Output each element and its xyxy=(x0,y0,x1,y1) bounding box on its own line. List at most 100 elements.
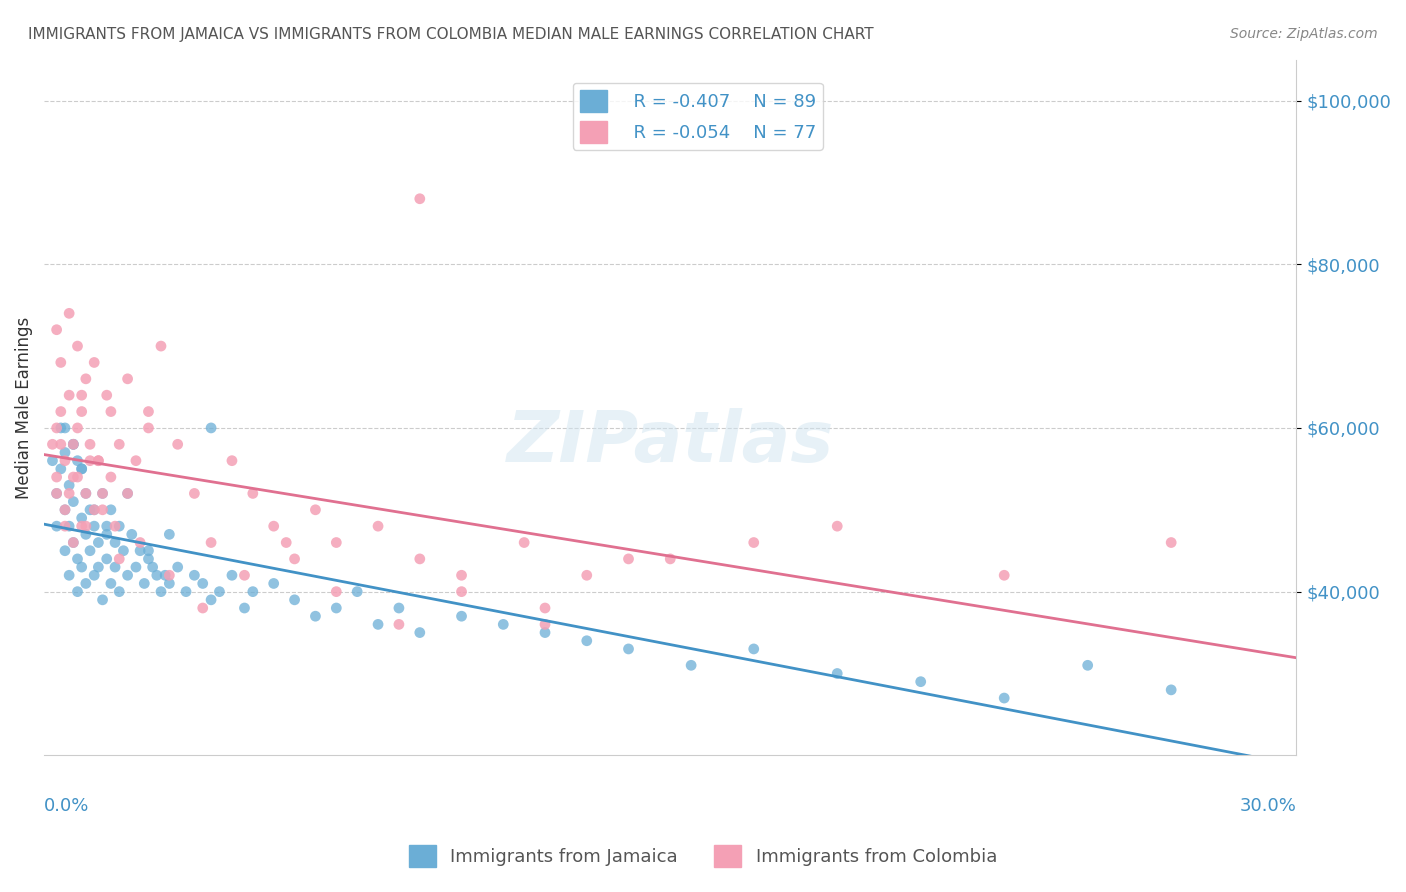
Point xyxy=(174,584,197,599)
Point xyxy=(681,658,703,673)
Point xyxy=(62,535,84,549)
Point xyxy=(104,519,127,533)
Point xyxy=(325,584,347,599)
Point xyxy=(53,453,76,467)
Point xyxy=(157,568,180,582)
Point xyxy=(53,503,76,517)
Point xyxy=(825,519,848,533)
Point xyxy=(96,519,118,533)
Point xyxy=(70,519,93,533)
Point xyxy=(575,568,598,582)
Point xyxy=(96,527,118,541)
Point xyxy=(49,437,72,451)
Point xyxy=(304,609,326,624)
Point xyxy=(129,535,152,549)
Point xyxy=(1160,535,1182,549)
Point xyxy=(53,519,76,533)
Point xyxy=(825,666,848,681)
Point xyxy=(121,527,143,541)
Point xyxy=(617,642,640,657)
Point xyxy=(91,486,114,500)
Point xyxy=(83,568,105,582)
Point xyxy=(659,552,682,566)
Point xyxy=(263,519,285,533)
Point xyxy=(304,503,326,517)
Point xyxy=(513,535,536,549)
Point xyxy=(58,388,80,402)
Text: 30.0%: 30.0% xyxy=(1240,797,1296,815)
Point xyxy=(62,494,84,508)
Point xyxy=(150,339,173,353)
Point xyxy=(96,388,118,402)
Point xyxy=(100,576,122,591)
Point xyxy=(276,535,298,549)
Point xyxy=(100,503,122,517)
Point xyxy=(108,584,131,599)
Point xyxy=(191,576,214,591)
Point xyxy=(1160,682,1182,697)
Point xyxy=(45,421,67,435)
Point xyxy=(70,511,93,525)
Point xyxy=(62,470,84,484)
Point xyxy=(450,584,472,599)
Point xyxy=(66,421,89,435)
Point xyxy=(409,192,432,206)
Point xyxy=(87,535,110,549)
Point xyxy=(104,560,127,574)
Point xyxy=(108,552,131,566)
Point xyxy=(221,568,243,582)
Point xyxy=(66,470,89,484)
Point xyxy=(75,576,97,591)
Point xyxy=(157,576,180,591)
Point xyxy=(75,519,97,533)
Point xyxy=(45,470,67,484)
Point xyxy=(62,437,84,451)
Point xyxy=(75,372,97,386)
Point xyxy=(83,519,105,533)
Point xyxy=(53,421,76,435)
Text: Source: ZipAtlas.com: Source: ZipAtlas.com xyxy=(1230,27,1378,41)
Point xyxy=(492,617,515,632)
Point xyxy=(534,625,557,640)
Point xyxy=(221,453,243,467)
Point xyxy=(45,486,67,500)
Y-axis label: Median Male Earnings: Median Male Earnings xyxy=(15,317,32,499)
Point xyxy=(284,592,307,607)
Point xyxy=(117,486,139,500)
Point xyxy=(87,453,110,467)
Point xyxy=(53,503,76,517)
Point xyxy=(83,355,105,369)
Point xyxy=(125,453,148,467)
Point xyxy=(79,453,101,467)
Point xyxy=(58,486,80,500)
Point xyxy=(142,560,165,574)
Point xyxy=(191,601,214,615)
Point xyxy=(104,535,127,549)
Point xyxy=(575,633,598,648)
Point xyxy=(129,543,152,558)
Point xyxy=(146,568,169,582)
Text: IMMIGRANTS FROM JAMAICA VS IMMIGRANTS FROM COLOMBIA MEDIAN MALE EARNINGS CORRELA: IMMIGRANTS FROM JAMAICA VS IMMIGRANTS FR… xyxy=(28,27,873,42)
Point xyxy=(108,519,131,533)
Point xyxy=(79,543,101,558)
Point xyxy=(910,674,932,689)
Point xyxy=(153,568,176,582)
Point xyxy=(233,568,256,582)
Point xyxy=(534,601,557,615)
Point xyxy=(45,323,67,337)
Point xyxy=(233,601,256,615)
Point xyxy=(284,552,307,566)
Point xyxy=(66,552,89,566)
Point xyxy=(45,519,67,533)
Point xyxy=(138,543,160,558)
Point xyxy=(58,519,80,533)
Text: 0.0%: 0.0% xyxy=(44,797,90,815)
Point xyxy=(117,486,139,500)
Point xyxy=(183,568,205,582)
Point xyxy=(70,462,93,476)
Point xyxy=(346,584,368,599)
Point xyxy=(75,486,97,500)
Point xyxy=(112,543,135,558)
Point xyxy=(150,584,173,599)
Point xyxy=(70,560,93,574)
